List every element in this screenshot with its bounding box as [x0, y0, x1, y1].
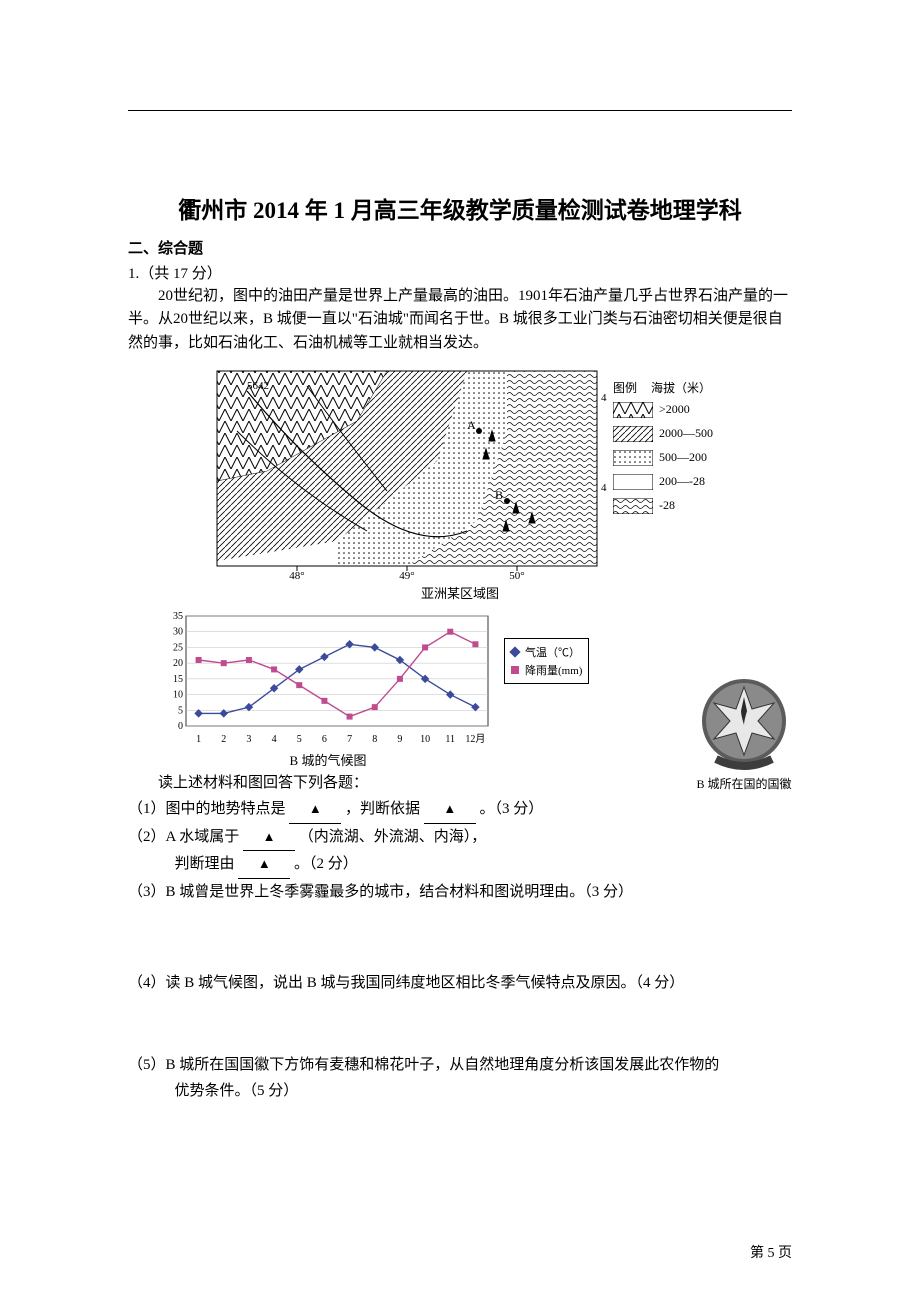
series-1-name: 降雨量(mm): [525, 662, 582, 678]
square-marker-icon: [511, 666, 519, 674]
page-number: 第 5 页: [750, 1242, 792, 1262]
svg-text:4: 4: [272, 734, 277, 745]
svg-text:3: 3: [246, 734, 251, 745]
svg-text:30: 30: [173, 626, 183, 637]
blank: ▲: [243, 825, 295, 852]
q1-1c: 。（3 分）: [480, 801, 544, 817]
blank: ▲: [238, 852, 290, 879]
svg-text:35: 35: [173, 611, 183, 622]
emblem-caption: B 城所在国的国徽: [684, 775, 804, 792]
legend-label-1: 2000—500: [659, 426, 713, 441]
page-title: 衢州市 2014 年 1 月高三年级教学质量检测试卷地理学科: [128, 191, 792, 225]
climate-chart: 0 5 10 15 20 25 30 35 1 2 3 4 5 6 7 8 9 10 11 12月: [158, 608, 498, 748]
lat-41: 41°: [601, 392, 607, 404]
q1-2d: 。（2 分）: [294, 856, 358, 872]
lon-49: 49°: [399, 570, 414, 581]
legend-title-2: 海拔（米）: [651, 379, 711, 396]
q1-5a: （5）B 城所在国国徽下方饰有麦穗和棉花叶子，从自然地理角度分析该国发展此农作物…: [128, 1053, 792, 1079]
peak-label: 5642: [247, 380, 269, 392]
blank: ▲: [424, 797, 476, 824]
section-heading: 二、综合题: [128, 237, 792, 258]
legend-label-4: -28: [659, 498, 675, 513]
q1-1a: （1）图中的地势特点是: [128, 801, 286, 817]
q1-2b: （内流湖、外流湖、内海），: [299, 829, 487, 845]
q1-1b: ，判断依据: [345, 801, 420, 817]
top-rule: [128, 110, 792, 111]
q1-4: （4）读 B 城气候图，说出 B 城与我国同纬度地区相比冬季气候特点及原因。（4…: [128, 971, 792, 997]
svg-text:20: 20: [173, 658, 183, 669]
svg-text:12月: 12月: [465, 733, 485, 745]
lon-50: 50°: [509, 570, 524, 581]
svg-text:6: 6: [322, 734, 327, 745]
chart-legend: 气温（℃） 降雨量(mm): [504, 638, 589, 684]
lon-48: 48°: [289, 570, 304, 581]
svg-text:7: 7: [347, 734, 352, 745]
question-paragraph: 20世纪初，图中的油田产量是世界上产量最高的油田。1901年石油产量几乎占世界石…: [128, 285, 792, 355]
map-legend: 图例 海拔（米） >2000 2000—500 500—200 20: [613, 379, 713, 520]
svg-text:10: 10: [173, 689, 183, 700]
question-number: 1.（共 17 分）: [128, 262, 792, 283]
map-figure: 5642 A B: [128, 361, 792, 602]
svg-text:8: 8: [372, 734, 377, 745]
city-a-label: A: [467, 418, 476, 432]
q1-2c: 判断理由: [175, 856, 235, 872]
svg-text:10: 10: [420, 734, 430, 745]
legend-label-2: 500—200: [659, 450, 707, 465]
blank: ▲: [289, 797, 341, 824]
svg-text:15: 15: [173, 674, 183, 685]
svg-text:25: 25: [173, 642, 183, 653]
svg-text:2: 2: [221, 734, 226, 745]
svg-text:5: 5: [297, 734, 302, 745]
svg-text:1: 1: [196, 734, 201, 745]
legend-label-3: 200—-28: [659, 474, 705, 489]
emblem-block: B 城所在国的国徽: [684, 671, 804, 792]
chart-caption: B 城的气候图: [158, 750, 498, 769]
emblem-icon: [694, 671, 794, 771]
q1-3: （3）B 城曾是世界上冬季雾霾最多的城市，结合材料和图说明理由。（3 分）: [128, 880, 792, 906]
svg-text:0: 0: [178, 721, 183, 732]
svg-text:5: 5: [178, 705, 183, 716]
question-body: 读上述材料和图回答下列各题： （1）图中的地势特点是 ▲ ，判断依据 ▲ 。（3…: [128, 771, 792, 1105]
legend-label-0: >2000: [659, 402, 690, 417]
svg-text:9: 9: [397, 734, 402, 745]
q1-2a: （2）A 水域属于: [128, 829, 239, 845]
q1-5b: 优势条件。（5 分）: [128, 1079, 792, 1105]
lat-405: 40.5°: [601, 482, 607, 494]
diamond-marker-icon: [509, 646, 520, 657]
series-0-name: 气温（℃）: [525, 644, 580, 660]
legend-title-1: 图例: [613, 379, 637, 396]
city-b-label: B: [495, 488, 503, 502]
map-caption: 亚洲某区域图: [421, 583, 499, 602]
region-map: 5642 A B: [207, 361, 607, 581]
svg-text:11: 11: [445, 734, 455, 745]
